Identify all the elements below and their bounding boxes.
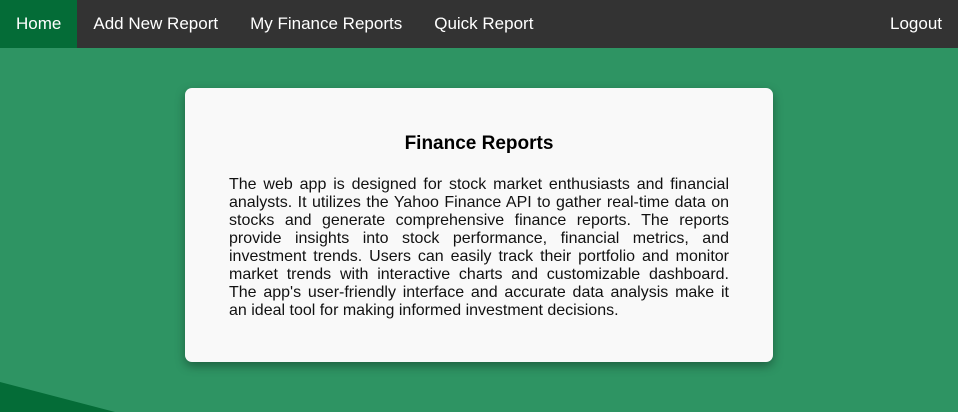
finance-reports-card: Finance Reports The web app is designed …: [185, 88, 773, 362]
nav-quick-report-link[interactable]: Quick Report: [434, 14, 534, 33]
nav-spacer: [549, 0, 874, 48]
card-description: The web app is designed for stock market…: [229, 176, 729, 319]
nav-home-link[interactable]: Home: [0, 0, 78, 48]
background-wave: [0, 382, 115, 412]
nav-add-new-report-link[interactable]: Add New Report: [93, 14, 219, 33]
card-title: Finance Reports: [404, 133, 554, 154]
nav-logout-link[interactable]: Logout: [890, 14, 942, 33]
top-navbar: Home Add New Report My Finance Reports Q…: [0, 0, 958, 48]
nav-my-finance-reports-link[interactable]: My Finance Reports: [250, 14, 403, 33]
